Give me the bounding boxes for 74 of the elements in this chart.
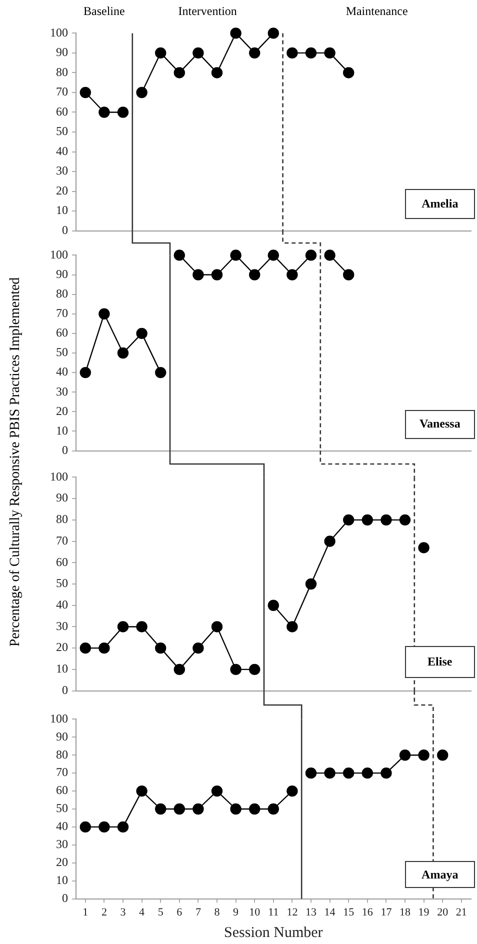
y-tick-label: 40 bbox=[56, 144, 68, 158]
text: Amelia bbox=[422, 196, 458, 212]
y-tick-label: 0 bbox=[62, 222, 68, 237]
x-axis-title: Session Number bbox=[224, 924, 323, 941]
y-tick-label: 30 bbox=[56, 164, 68, 178]
x-tick-label: 15 bbox=[343, 906, 355, 918]
y-tick-label: 30 bbox=[56, 837, 68, 852]
x-tick-label: 18 bbox=[400, 906, 411, 918]
y-tick-label: 80 bbox=[56, 286, 68, 300]
y-axis-title: Percentage of Culturally Responsive PBIS Practices Implemented bbox=[8, 277, 24, 647]
y-tick-label: 60 bbox=[56, 104, 68, 118]
y-tick-label: 100 bbox=[50, 25, 68, 40]
x-tick-label: 9 bbox=[233, 906, 240, 918]
y-tick-label: 40 bbox=[56, 364, 68, 379]
x-tick-label: 21 bbox=[456, 906, 467, 918]
y-tick-label: 20 bbox=[56, 404, 68, 418]
x-tick-label: 2 bbox=[101, 906, 107, 918]
y-tick-label: 50 bbox=[56, 124, 68, 138]
x-tick-label: 6 bbox=[176, 906, 183, 918]
x-tick-label: 4 bbox=[139, 906, 146, 918]
y-tick-label: 90 bbox=[56, 45, 68, 60]
y-tick-label: 80 bbox=[56, 747, 68, 762]
y-tick-label: 50 bbox=[56, 801, 68, 816]
y-tick-label: 40 bbox=[56, 819, 68, 834]
text: Elise bbox=[428, 654, 452, 670]
text: Amaya bbox=[422, 867, 458, 882]
y-tick-label: 20 bbox=[56, 183, 68, 198]
x-tick-label: 8 bbox=[214, 906, 220, 918]
y-tick-label: 0 bbox=[62, 442, 68, 457]
y-tick-label: 70 bbox=[56, 765, 68, 780]
x-tick-label: 10 bbox=[249, 906, 261, 918]
x-tick-label: 19 bbox=[418, 906, 430, 918]
y-tick-label: 20 bbox=[56, 855, 68, 870]
x-tick-label: 11 bbox=[268, 906, 279, 918]
y-tick-label: 70 bbox=[56, 306, 68, 320]
y-tick-label: 60 bbox=[56, 326, 68, 340]
y-tick-label: 30 bbox=[56, 618, 68, 633]
text: Intervention bbox=[178, 4, 237, 19]
y-tick-label: 0 bbox=[62, 890, 68, 905]
y-tick-label: 60 bbox=[56, 783, 68, 798]
y-tick-label: 90 bbox=[56, 266, 68, 281]
y-tick-label: 50 bbox=[56, 345, 68, 360]
y-tick-label: 20 bbox=[56, 640, 68, 654]
x-tick-label: 3 bbox=[120, 906, 126, 918]
y-tick-label: 40 bbox=[56, 598, 68, 612]
x-tick-label: 5 bbox=[158, 906, 164, 918]
y-tick-label: 60 bbox=[56, 554, 68, 569]
x-tick-label: 20 bbox=[437, 906, 449, 918]
x-tick-label: 17 bbox=[380, 906, 392, 918]
y-tick-label: 90 bbox=[56, 729, 68, 744]
y-tick-label: 100 bbox=[50, 469, 68, 484]
y-tick-label: 10 bbox=[56, 872, 68, 887]
y-tick-label: 70 bbox=[56, 84, 68, 99]
x-tick-label: 16 bbox=[362, 906, 374, 918]
y-tick-label: 10 bbox=[56, 662, 68, 676]
y-tick-label: 80 bbox=[56, 64, 68, 79]
y-tick-label: 100 bbox=[50, 711, 68, 726]
y-tick-label: 10 bbox=[56, 423, 68, 438]
x-tick-label: 7 bbox=[195, 906, 202, 918]
x-tick-label: 13 bbox=[306, 906, 317, 918]
y-tick-label: 90 bbox=[56, 490, 68, 505]
y-tick-label: 50 bbox=[56, 576, 68, 590]
x-tick-label: 14 bbox=[324, 906, 336, 918]
x-tick-label: 1 bbox=[82, 906, 88, 918]
y-tick-label: 30 bbox=[56, 384, 68, 398]
y-tick-label: 70 bbox=[56, 533, 68, 548]
x-tick-label: 12 bbox=[286, 906, 298, 918]
text: Baseline bbox=[84, 4, 125, 19]
y-tick-label: 0 bbox=[62, 682, 68, 697]
y-tick-label: 100 bbox=[50, 247, 68, 262]
text: Maintenance bbox=[346, 4, 408, 19]
y-tick-label: 80 bbox=[56, 512, 68, 526]
text: Vanessa bbox=[419, 416, 460, 432]
y-tick-label: 10 bbox=[56, 203, 68, 218]
